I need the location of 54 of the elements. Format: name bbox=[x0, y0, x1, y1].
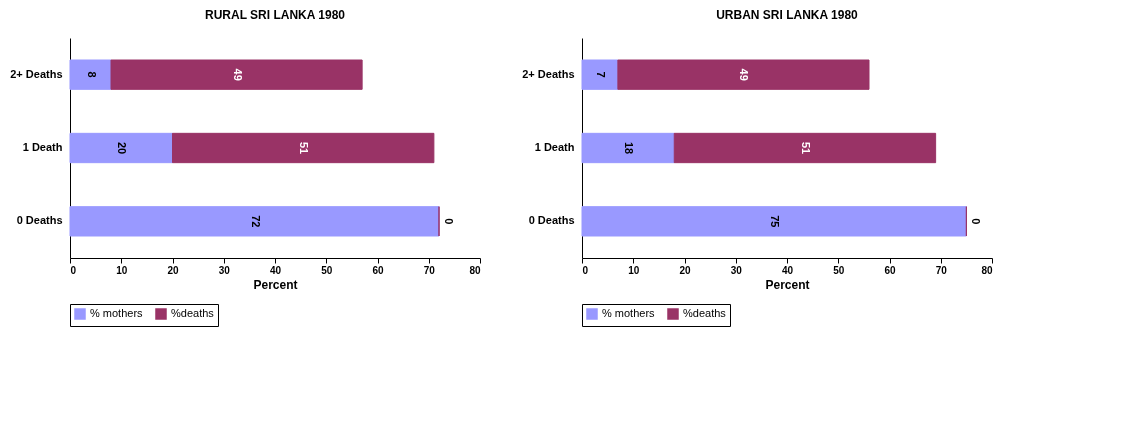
bar bbox=[581, 132, 675, 164]
data-label: 0 bbox=[970, 218, 983, 225]
y-tick-label: 0 Deaths bbox=[16, 214, 63, 227]
y-tick-label: 2+ Deaths bbox=[522, 67, 575, 80]
data-label: 75 bbox=[769, 215, 782, 228]
bar bbox=[172, 132, 435, 164]
x-tick-label: 40 bbox=[781, 264, 794, 276]
legend-label: % mothers bbox=[602, 307, 656, 319]
x-tick-label: 70 bbox=[935, 264, 948, 276]
x-tick-label: 80 bbox=[469, 264, 481, 276]
x-axis-title: Percent bbox=[253, 277, 298, 292]
x-tick-label: 0 bbox=[582, 264, 589, 276]
chart-title: RURAL SRI LANKA 1980 bbox=[204, 8, 346, 22]
bar bbox=[110, 59, 363, 90]
y-tick-label: 1 Death bbox=[534, 141, 575, 153]
data-label: 49 bbox=[231, 68, 244, 81]
data-label: 51 bbox=[298, 141, 311, 155]
bar bbox=[69, 206, 440, 237]
bar bbox=[581, 59, 619, 90]
bar bbox=[581, 206, 967, 237]
bar bbox=[673, 132, 937, 164]
x-tick-label: 30 bbox=[730, 264, 743, 276]
data-label: 49 bbox=[738, 68, 751, 81]
x-tick-label: 10 bbox=[116, 264, 128, 276]
bar bbox=[69, 132, 173, 164]
y-tick-label: 1 Death bbox=[22, 141, 63, 153]
x-axis-title: Percent bbox=[765, 277, 810, 292]
data-label: 0 bbox=[443, 218, 455, 225]
x-tick-label: 40 bbox=[269, 264, 282, 276]
data-label: 18 bbox=[623, 141, 636, 155]
bar bbox=[617, 59, 870, 90]
x-tick-label: 60 bbox=[884, 264, 896, 276]
x-tick-label: 10 bbox=[628, 264, 640, 276]
x-tick-label: 80 bbox=[981, 264, 993, 276]
x-tick-label: 50 bbox=[321, 264, 333, 276]
x-tick-label: 60 bbox=[372, 264, 384, 276]
x-tick-label: 30 bbox=[218, 264, 231, 276]
legend-label: %deaths bbox=[171, 307, 215, 319]
x-tick-label: 20 bbox=[679, 264, 691, 276]
x-tick-label: 0 bbox=[70, 264, 77, 276]
bar bbox=[69, 59, 112, 90]
data-label: 8 bbox=[85, 71, 98, 78]
data-label: 20 bbox=[116, 141, 129, 155]
chart-title: URBAN SRI LANKA 1980 bbox=[716, 8, 859, 22]
x-tick-label: 20 bbox=[167, 264, 179, 276]
y-tick-label: 2+ Deaths bbox=[10, 67, 63, 80]
x-tick-label: 70 bbox=[423, 264, 436, 276]
data-label: 51 bbox=[799, 141, 812, 155]
legend-label: %deaths bbox=[683, 307, 727, 319]
x-tick-label: 50 bbox=[833, 264, 845, 276]
legend-label: % mothers bbox=[90, 307, 144, 319]
data-label: 72 bbox=[249, 215, 262, 228]
data-label: 7 bbox=[594, 71, 607, 78]
y-tick-label: 0 Deaths bbox=[528, 214, 575, 227]
